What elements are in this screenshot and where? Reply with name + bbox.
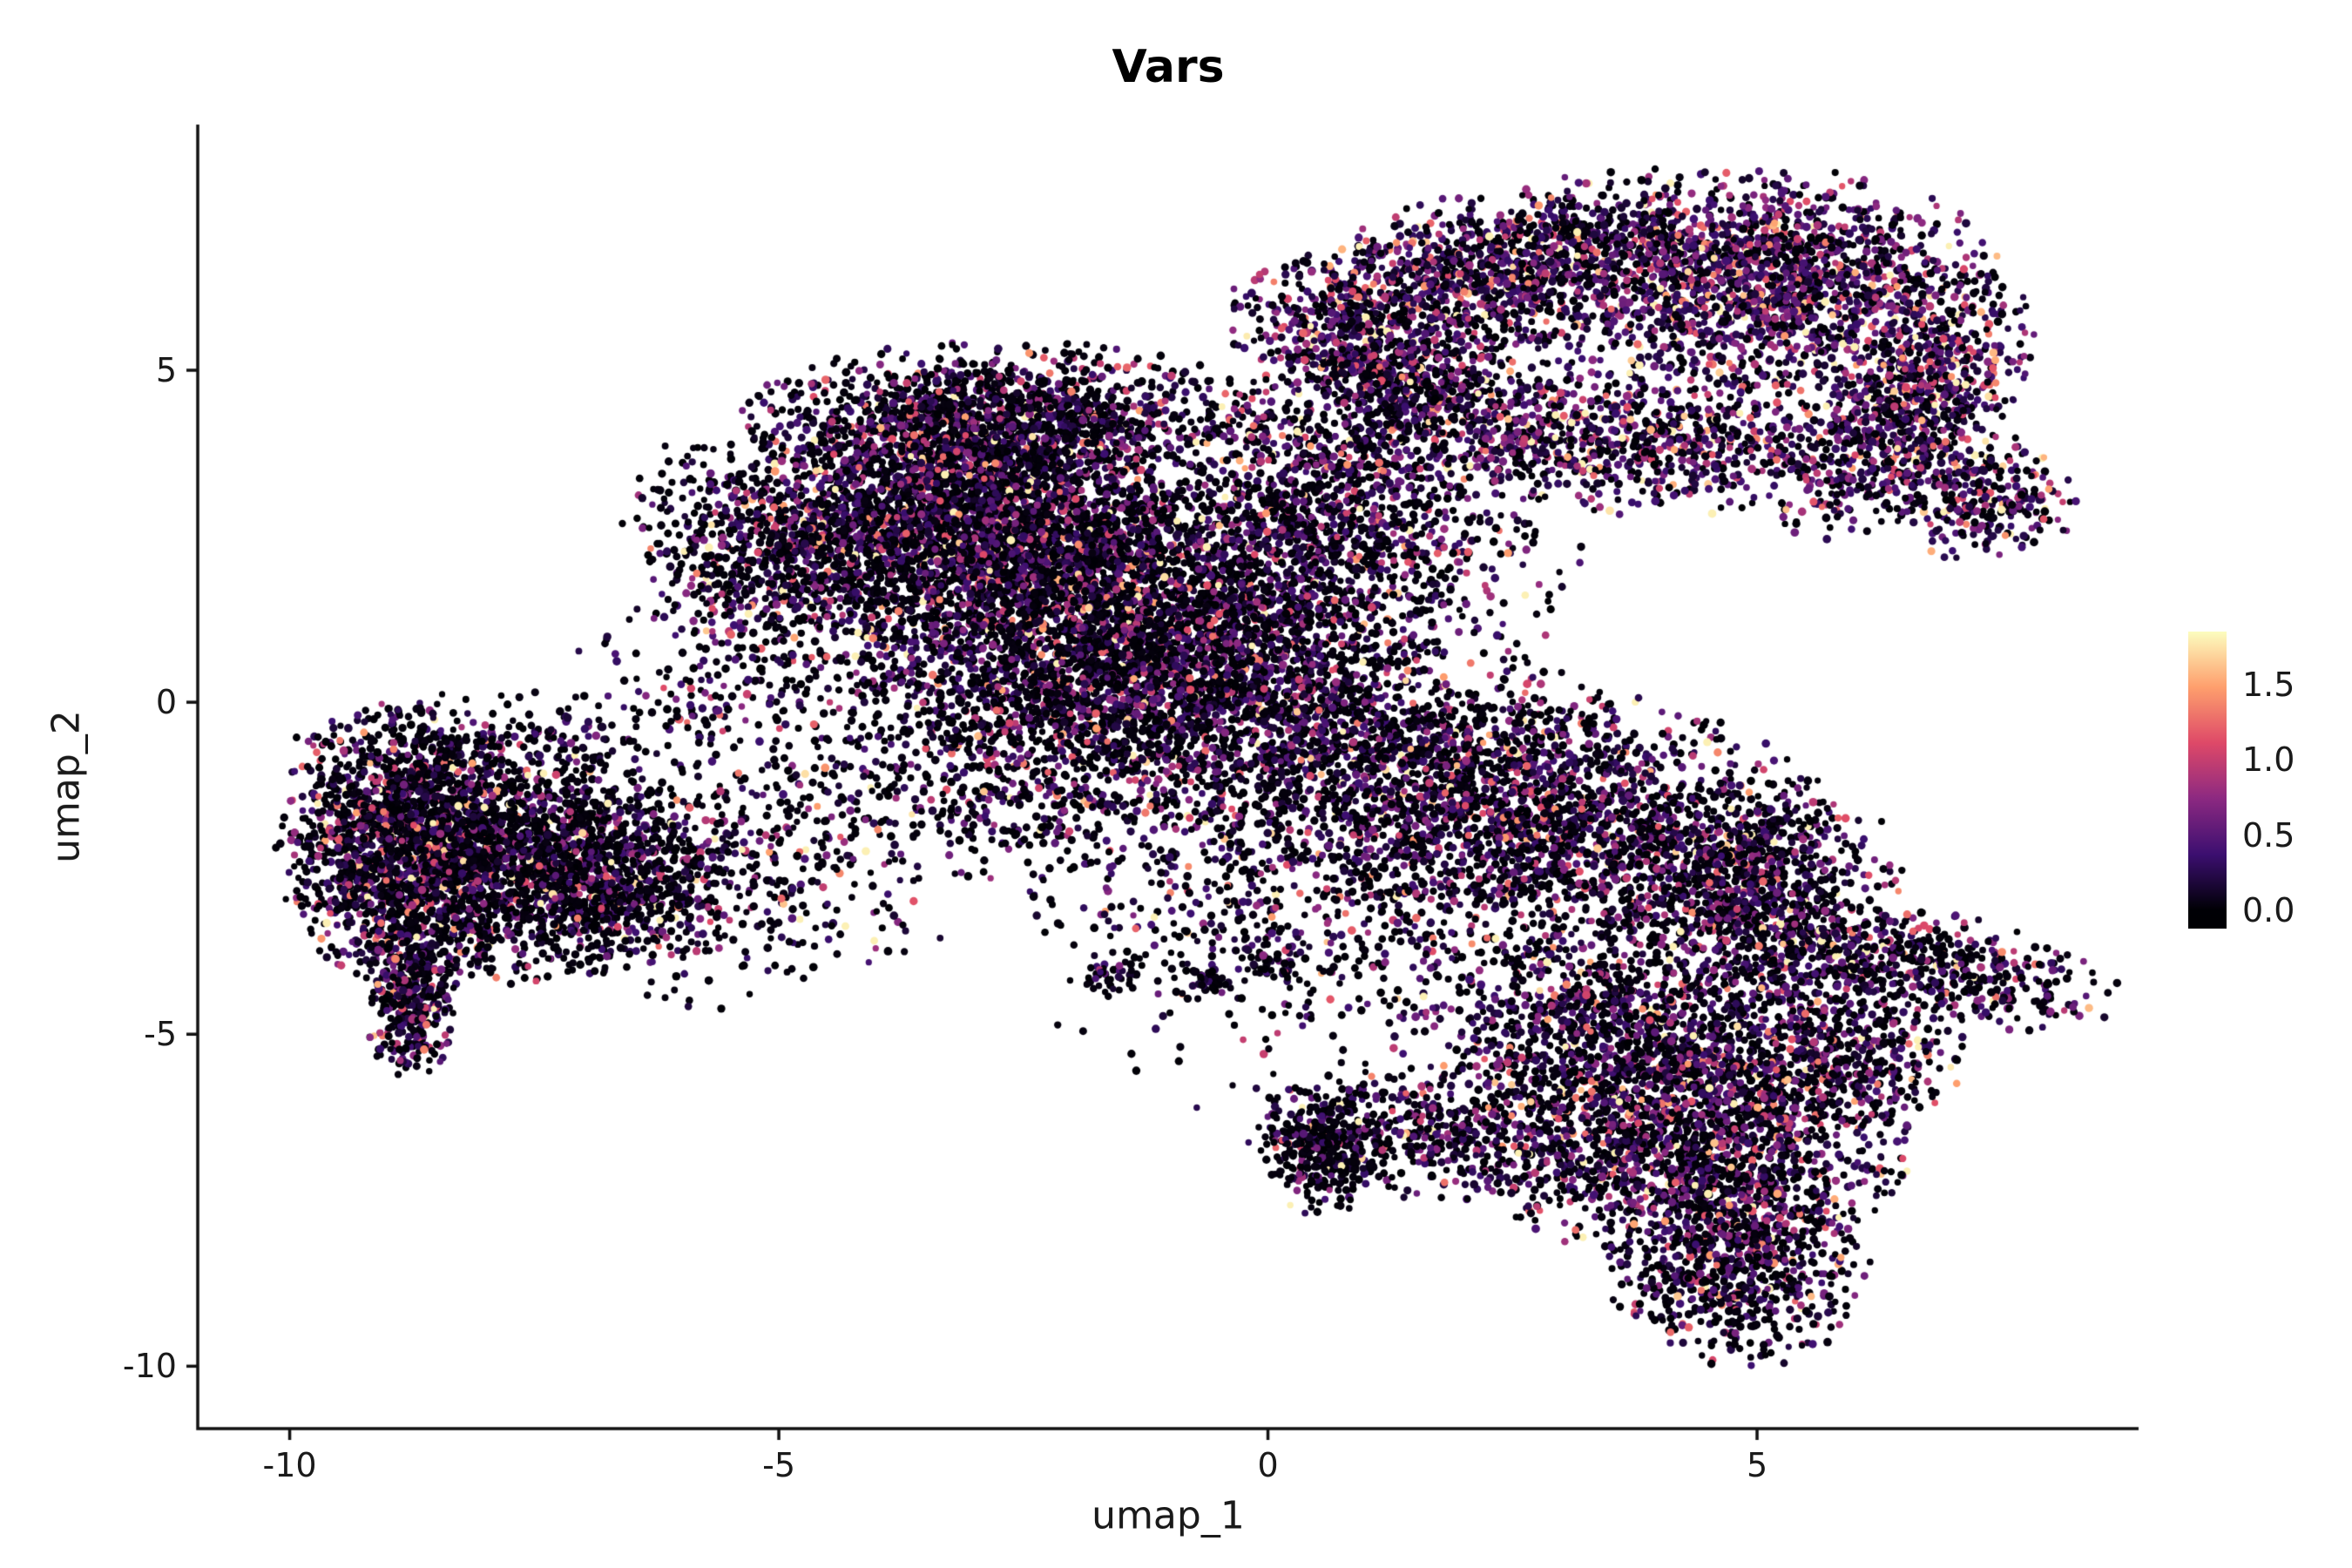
x-tick-label: 0	[1257, 1446, 1279, 1484]
x-tick-label: 5	[1746, 1446, 1768, 1484]
y-tick-label: -5	[144, 1015, 177, 1054]
colorbar-tick-label: 0.5	[2242, 815, 2295, 855]
colorbar-tick-label: 0.0	[2242, 891, 2295, 930]
colorbar-tick-label: 1.5	[2242, 665, 2295, 704]
y-tick-label: -10	[122, 1347, 177, 1386]
x-axis-label: umap_1	[1092, 1493, 1245, 1538]
x-tick-label: -5	[762, 1446, 795, 1484]
x-tick-label: -10	[262, 1446, 317, 1484]
plot-title: Vars	[1112, 41, 1225, 93]
y-tick-label: 0	[155, 683, 177, 722]
colorbar-gradient	[2188, 632, 2227, 929]
colorbar-tick-label: 1.0	[2242, 740, 2295, 780]
y-tick-label: 5	[155, 351, 177, 390]
y-axis-label: umap_2	[44, 710, 89, 863]
